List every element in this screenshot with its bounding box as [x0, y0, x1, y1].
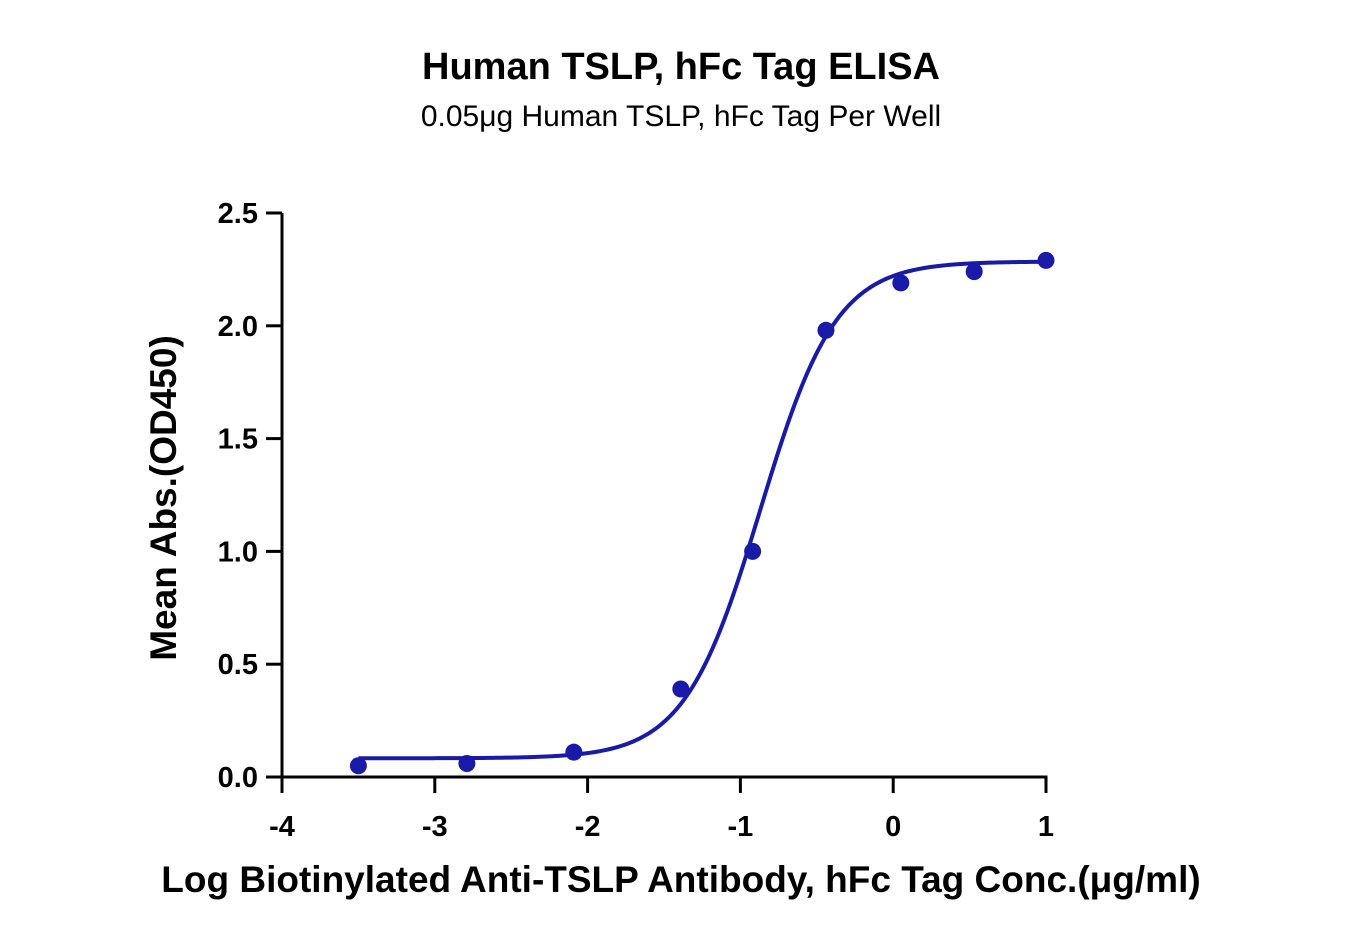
- x-axis-title: Log Biotinylated Anti-TSLP Antibody, hFc…: [161, 859, 1200, 900]
- data-point: [1037, 251, 1055, 269]
- data-point: [892, 274, 910, 292]
- x-tick-label: 0: [885, 811, 901, 843]
- x-tick-label: 1: [1038, 811, 1054, 843]
- y-tick-label: 2.0: [218, 311, 258, 343]
- data-point: [744, 542, 762, 560]
- fit-curve: [358, 259, 1047, 761]
- x-tick-label: -1: [728, 811, 754, 843]
- data-points: [349, 251, 1055, 775]
- chart-title: Human TSLP, hFc Tag ELISA: [422, 46, 940, 88]
- data-point: [349, 757, 367, 775]
- y-axis-title: Mean Abs.(OD450): [143, 335, 184, 661]
- y-tick-label: 1.0: [218, 536, 258, 568]
- y-tick-label: 2.5: [218, 198, 258, 230]
- y-tick-label: 0.5: [218, 649, 258, 681]
- y-axis-ticks: 0.0 0.5 1.0 1.5 2.0 2.5: [218, 198, 282, 794]
- x-axis-ticks: -4 -3 -2 -1 0 1: [269, 777, 1054, 843]
- data-point: [965, 263, 983, 281]
- data-point: [565, 743, 583, 761]
- data-point: [817, 321, 835, 339]
- data-point: [458, 754, 476, 772]
- x-tick-label: -3: [422, 811, 448, 843]
- chart-subtitle: 0.05μg Human TSLP, hFc Tag Per Well: [420, 100, 942, 133]
- x-tick-label: -2: [575, 811, 601, 843]
- y-tick-label: 0.0: [218, 762, 258, 794]
- y-tick-label: 1.5: [218, 424, 258, 456]
- x-tick-label: -4: [269, 811, 295, 843]
- data-point: [672, 680, 690, 698]
- axes: [280, 213, 1048, 779]
